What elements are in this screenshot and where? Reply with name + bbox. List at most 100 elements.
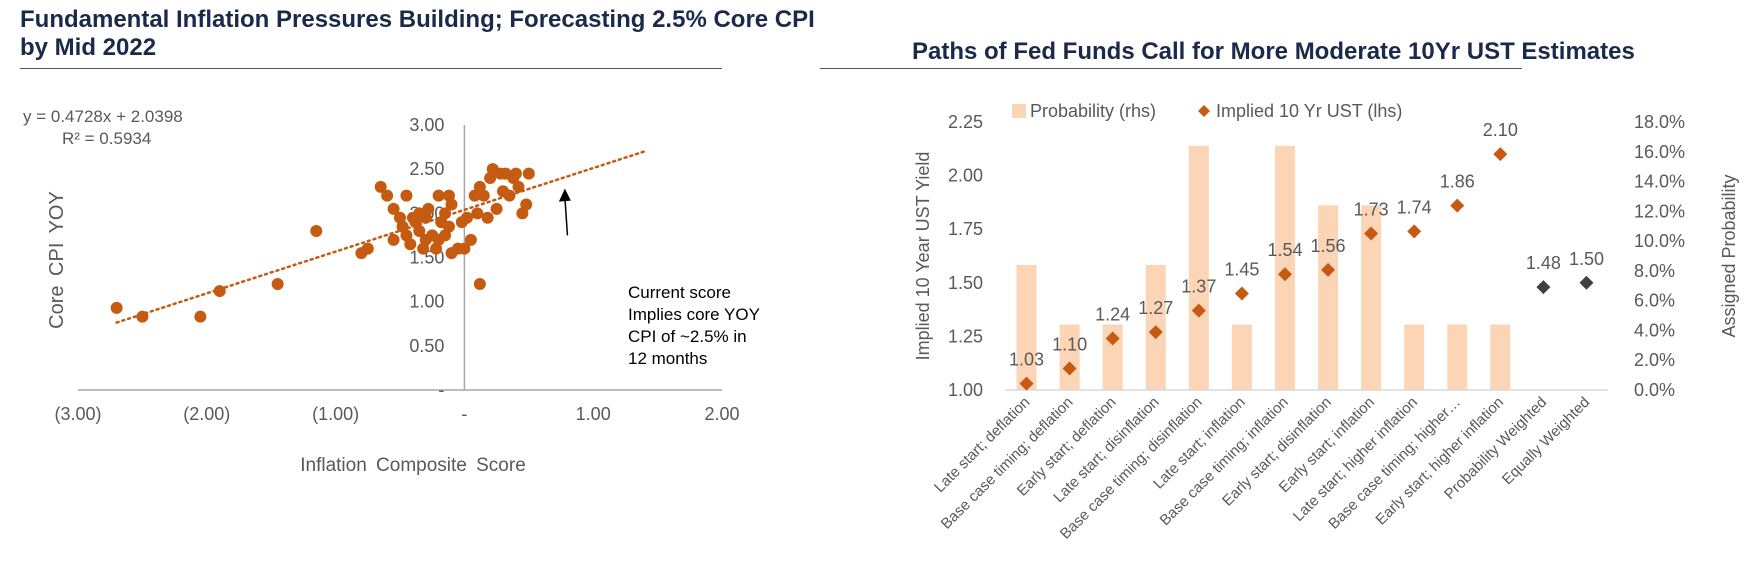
data-label: 1.56 [1311,236,1346,256]
y-left-tick-label: 1.50 [948,273,983,293]
probability-bar [1490,324,1511,390]
ust-diamond-marker [1234,286,1249,301]
y-right-tick-label: 10.0% [1634,231,1685,251]
scatter-point [310,225,323,237]
x-tick-label: - [461,404,467,424]
ust-diamond-marker [1579,275,1594,290]
y-right-tick-label: 6.0% [1634,291,1675,311]
probability-bar [1016,264,1037,390]
data-label: 1.86 [1440,172,1475,192]
y-axis-title: Core CPI YOY [46,191,68,329]
data-label: 2.10 [1483,120,1518,140]
scatter-point [520,198,533,211]
ust-diamond-marker [1277,267,1292,282]
scatter-point [458,242,471,255]
scatter-point [194,310,207,323]
y-left-tick-label: 2.00 [948,166,983,186]
ust-diamond-marker [1536,280,1551,295]
scatter-point [136,310,149,323]
annotation-text-line: CPI of ~2.5% in [628,327,747,346]
data-label: 1.37 [1181,277,1216,297]
scatter-point [213,285,226,298]
ust-diamond-marker [1148,325,1163,340]
scatter-point [413,225,426,237]
y-right-tick-label: 8.0% [1634,261,1675,281]
probability-bar [1188,145,1209,390]
y-right-tick-label: 16.0% [1634,142,1685,162]
y-right-axis-title: Assigned Probability [1719,174,1739,337]
scatter-chart: (3.00) (2.00) (1.00) -1.00 2.00-0.501.001.50… [23,107,760,476]
scatter-point [509,167,522,180]
right-title-rule [820,68,1522,69]
y-tick-label: 3.00 [409,115,444,135]
annotation-text-line: 12 months [628,349,707,368]
x-axis-title: Inflation Composite Score [300,455,526,476]
ust-diamond-marker [1450,198,1465,213]
legend-label: Implied 10 Yr UST (lhs) [1216,101,1402,121]
y-left-tick-label: 1.00 [948,380,983,400]
data-label: 1.54 [1267,240,1302,260]
bar-diamond-chart: 1.00 1.25 1.50 1.75 2.00 2.25 0.0% 2.0% 4.0% 6.0%… [913,101,1739,543]
y-tick-label: 1.00 [409,292,444,312]
scatter-point [271,278,284,290]
ust-diamond-marker [1019,376,1034,391]
scatter-point [361,242,374,255]
annotation-arrow-head [558,188,571,202]
scatter-point [512,180,525,193]
y-right-tick-label: 12.0% [1634,201,1685,221]
x-tick-label: (2.00) [183,404,230,424]
annotation-text-line: Implies core YOY [628,305,760,324]
scatter-point [464,233,477,246]
scatter-point [473,278,486,290]
y-left-tick-label: 1.75 [948,219,983,239]
r-squared-label: R² = 0.5934 [62,129,151,148]
ust-diamond-marker [1191,303,1206,318]
probability-bar [1059,324,1080,390]
probability-bar [1361,205,1382,390]
data-label: 1.24 [1095,305,1130,325]
y-right-tick-label: 18.0% [1634,112,1685,132]
annotation-text-line: Current score [628,283,731,302]
y-right-tick-label: 0.0% [1634,380,1675,400]
scatter-point [387,202,400,215]
scatter-point [404,238,417,251]
x-tick-label: 1.00 [576,404,611,424]
ust-diamond-marker [1407,224,1422,239]
scatter-point [110,301,123,314]
ust-diamond-marker [1364,226,1379,241]
scatter-point [381,189,394,202]
y-left-axis-title: Implied 10 Year UST Yield [913,152,933,361]
scatter-point [477,189,490,202]
probability-bar [1318,205,1339,390]
ust-diamond-marker [1321,262,1336,277]
data-label: 1.45 [1224,260,1259,280]
data-label: 1.74 [1397,197,1432,217]
left-title-rule [20,68,722,69]
ust-diamond-marker [1062,361,1077,376]
annotation-arrow-line [564,196,569,236]
data-label: 1.03 [1009,350,1044,370]
scatter-point [481,211,494,224]
scatter-point [387,233,400,246]
ust-diamond-marker [1105,331,1120,346]
y-right-tick-label: 2.0% [1634,350,1675,370]
ust-diamond-marker [1493,147,1508,162]
scatter-point [439,207,452,220]
x-tick-label: 2.00 [704,404,739,424]
scatter-point [522,167,535,180]
data-label: 1.10 [1052,335,1087,355]
data-label: 1.27 [1138,298,1173,318]
scatter-point [468,189,481,202]
x-tick-label: (3.00) [54,404,101,424]
y-tick-label: - [438,380,444,400]
probability-bar [1231,324,1252,390]
y-left-tick-label: 1.25 [948,326,983,346]
legend-label: Probability (rhs) [1030,101,1156,121]
y-left-tick-label: 2.25 [948,112,983,132]
data-label: 1.48 [1526,253,1561,273]
y-tick-label: 0.50 [409,336,444,356]
scatter-point [442,220,455,233]
data-label: 1.50 [1569,249,1604,269]
scatter-point [374,180,387,193]
